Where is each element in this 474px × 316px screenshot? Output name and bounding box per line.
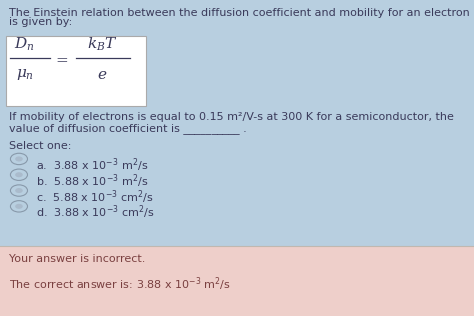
- Text: d.  3.88 x 10$^{-3}$ cm$^2$/s: d. 3.88 x 10$^{-3}$ cm$^2$/s: [36, 204, 154, 222]
- Text: is given by:: is given by:: [9, 17, 72, 27]
- Text: Select one:: Select one:: [9, 141, 71, 151]
- Circle shape: [15, 204, 23, 209]
- Circle shape: [10, 153, 27, 165]
- Circle shape: [15, 156, 23, 161]
- Bar: [0, 0, 474, 246]
- Circle shape: [10, 201, 27, 212]
- Circle shape: [15, 188, 23, 193]
- Bar: [0, 246, 474, 316]
- Text: b.  5.88 x 10$^{-3}$ m$^2$/s: b. 5.88 x 10$^{-3}$ m$^2$/s: [36, 172, 148, 190]
- Text: c.  5.88 x 10$^{-3}$ cm$^2$/s: c. 5.88 x 10$^{-3}$ cm$^2$/s: [36, 188, 154, 206]
- Circle shape: [15, 172, 23, 177]
- Text: $D_n$: $D_n$: [14, 35, 35, 53]
- Text: The Einstein relation between the diffusion coefficient and mobility for an elec: The Einstein relation between the diffus…: [9, 8, 469, 18]
- Text: value of diffusion coefficient is __________ .: value of diffusion coefficient is ______…: [9, 123, 246, 134]
- Circle shape: [10, 169, 27, 180]
- Text: a.  3.88 x 10$^{-3}$ m$^2$/s: a. 3.88 x 10$^{-3}$ m$^2$/s: [36, 156, 148, 174]
- Circle shape: [10, 185, 27, 196]
- Text: If mobility of electrons is equal to 0.15 m²/V-s at 300 K for a semiconductor, t: If mobility of electrons is equal to 0.1…: [9, 112, 454, 122]
- Text: The correct answer is: 3.88 x 10$^{-3}$ m$^2$/s: The correct answer is: 3.88 x 10$^{-3}$ …: [9, 275, 230, 293]
- Text: $k_B T$: $k_B T$: [87, 35, 117, 53]
- Text: Your answer is incorrect.: Your answer is incorrect.: [9, 254, 145, 264]
- FancyBboxPatch shape: [6, 36, 146, 106]
- Text: $e$: $e$: [97, 67, 107, 82]
- Text: $=$: $=$: [53, 51, 69, 66]
- Text: $\mu_n$: $\mu_n$: [16, 67, 34, 82]
